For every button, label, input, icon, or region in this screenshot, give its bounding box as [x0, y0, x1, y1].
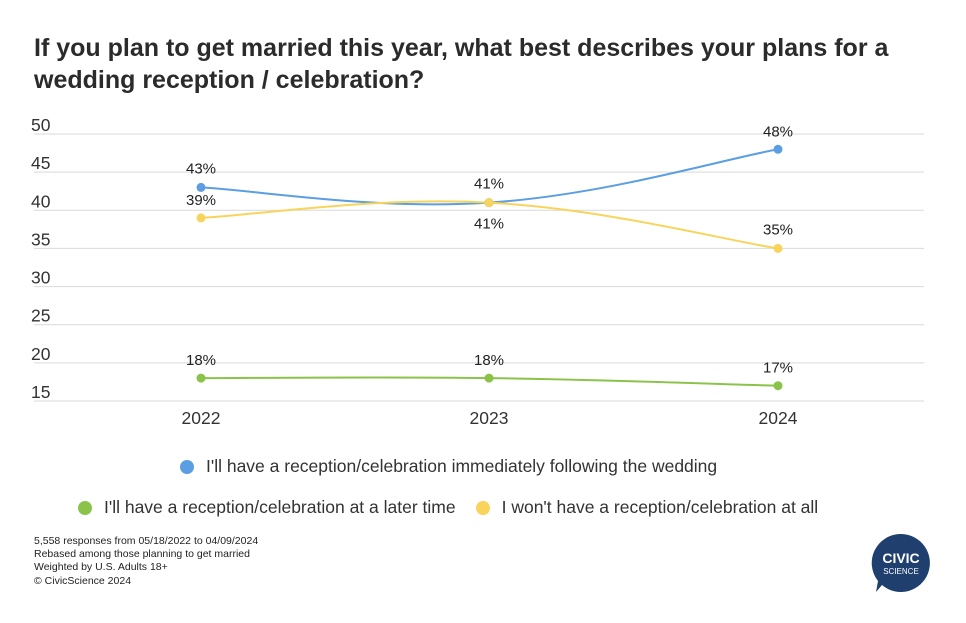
x-tick-label-2023: 2023	[470, 408, 509, 428]
logo-text-civic: CIVIC	[882, 550, 919, 566]
chart-title: If you plan to get married this year, wh…	[34, 34, 889, 94]
footnote-responses: 5,558 responses from 05/18/2022 to 04/09…	[34, 535, 259, 547]
data-label-later-2024: 17%	[763, 360, 793, 377]
point-none-2023	[484, 198, 494, 208]
point-later-2022	[196, 373, 206, 383]
data-label-none-2024: 35%	[763, 221, 793, 238]
data-label-none-2022: 39%	[186, 192, 216, 209]
legend-item-later: I'll have a reception/celebration at a l…	[78, 497, 456, 518]
point-immediately-2024	[773, 144, 783, 154]
legend-row-2: I'll have a reception/celebration at a l…	[78, 497, 818, 518]
logo-text-science: SCIENCE	[883, 567, 919, 576]
point-immediately-2022	[196, 182, 206, 192]
y-tick-label-25: 25	[31, 306, 50, 326]
data-label-later-2022: 18%	[186, 352, 216, 369]
legend-label-none: I won't have a reception/celebration at …	[501, 497, 819, 517]
legend-marker-later	[78, 500, 92, 515]
legend-row-1: I'll have a reception/celebration immedi…	[180, 456, 717, 477]
data-label-immediately-2024: 48%	[763, 123, 793, 140]
x-tick-label-2024: 2024	[759, 408, 798, 428]
y-tick-label-50: 50	[31, 115, 51, 135]
y-tick-label-30: 30	[31, 268, 51, 288]
point-later-2024	[773, 381, 783, 391]
y-tick-label-45: 45	[31, 153, 50, 173]
point-later-2023	[484, 373, 494, 383]
legend-marker-immediately	[180, 459, 194, 474]
data-label-later-2023: 18%	[474, 352, 504, 369]
data-label-immediately-2023: 41%	[474, 176, 504, 193]
legend-label-later: I'll have a reception/celebration at a l…	[104, 497, 456, 517]
point-none-2022	[196, 213, 206, 223]
x-tick-label-2022: 2022	[182, 408, 221, 428]
legend-item-immediately: I'll have a reception/celebration immedi…	[180, 456, 717, 477]
legend-item-none: I won't have a reception/celebration at …	[475, 497, 819, 518]
footnote-copyright: © CivicScience 2024	[34, 574, 132, 587]
data-label-immediately-2022: 43%	[186, 160, 216, 177]
point-none-2024	[773, 243, 783, 253]
legend-marker-none	[475, 500, 490, 515]
footnote-rebased: Rebased among those planning to get marr…	[34, 548, 250, 561]
civicscience-logo: CIVIC SCIENCE	[871, 533, 930, 592]
y-tick-label-40: 40	[31, 191, 51, 211]
data-label-none-2023: 41%	[474, 216, 504, 233]
legend-label-immediately: I'll have a reception/celebration immedi…	[206, 456, 718, 476]
footnote-weighted: Weighted by U.S. Adults 18+	[34, 561, 168, 574]
footnotes: 5,558 responses from 05/18/2022 to 04/09…	[34, 535, 258, 588]
y-tick-label-15: 15	[31, 382, 50, 402]
y-tick-label-20: 20	[31, 344, 51, 364]
logo-bubble-shape	[871, 533, 930, 592]
y-tick-label-35: 35	[31, 229, 50, 249]
